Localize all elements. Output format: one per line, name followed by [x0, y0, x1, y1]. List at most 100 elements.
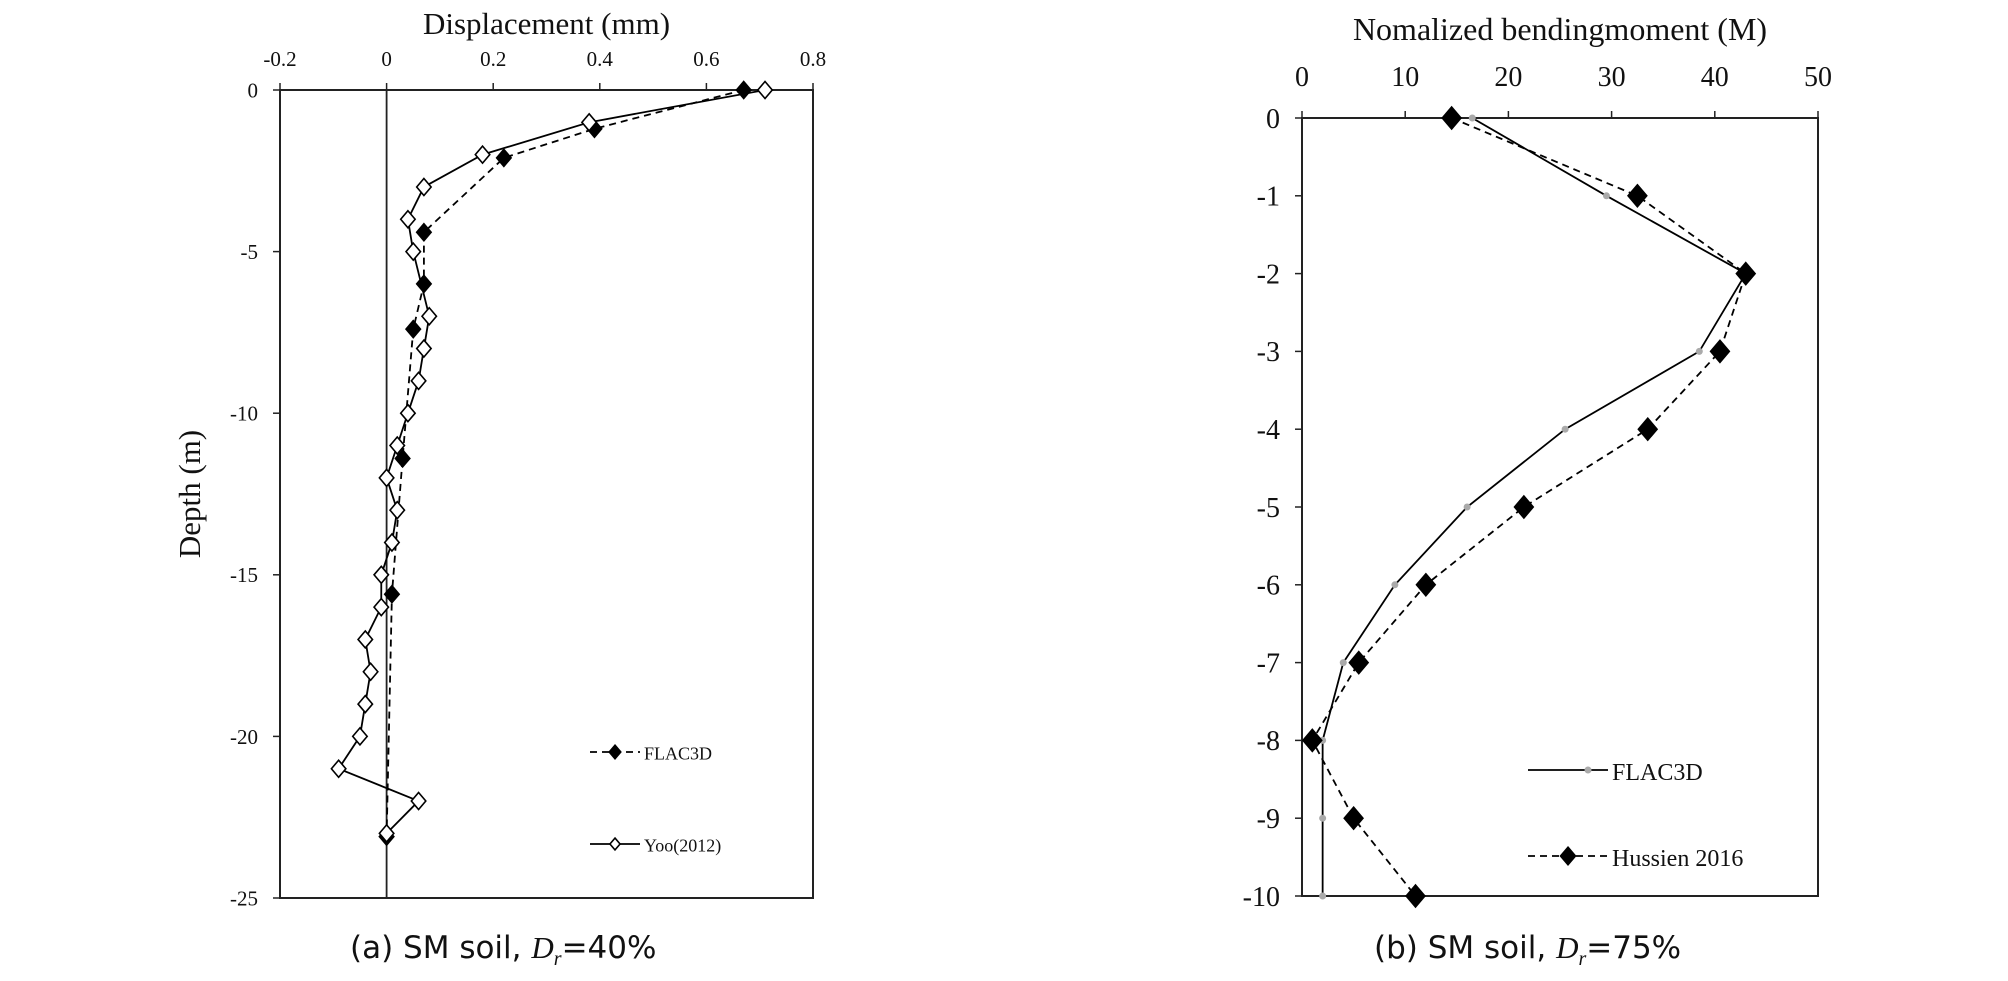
- caption-a-subscript: r: [553, 948, 562, 971]
- legend-label-a-1: Yoo(2012): [644, 835, 721, 856]
- data-point-b-1-0: [1441, 105, 1463, 131]
- data-point-a-1-1: [580, 112, 598, 133]
- caption-b: (b) SM soil, Dr=75%: [1374, 930, 1681, 971]
- y-axis-label-a: Depth (m): [172, 430, 207, 558]
- y-tick-label-b-9: -9: [1257, 804, 1280, 835]
- caption-a-variable: D: [531, 930, 554, 965]
- x-tick-label-b-5: 50: [1804, 62, 1832, 93]
- y-tick-label-b-6: -6: [1257, 571, 1280, 602]
- data-point-b-0-4: [1561, 425, 1569, 433]
- data-point-b-0-1: [1602, 192, 1610, 200]
- x-tick-label-a-5: 0.8: [800, 47, 826, 71]
- x-tick-label-a-2: 0.2: [480, 47, 506, 71]
- caption-b-suffix: =75%: [1586, 930, 1682, 966]
- data-point-b-1-5: [1513, 494, 1535, 520]
- chart-b-bending-moment: 0 10 20 30 40 50 0 -1 -2 -3 -4 -5 -6 -7 -8 -9 -10 Nomaliz…: [1243, 11, 1832, 913]
- y-tick-label-a-2: -10: [230, 402, 258, 426]
- y-tick-label-b-2: -2: [1257, 259, 1280, 290]
- data-point-b-0-0: [1468, 114, 1476, 122]
- x-tick-label-a-3: 0.4: [587, 47, 614, 71]
- y-tick-label-b-0: 0: [1266, 104, 1280, 135]
- data-point-a-1-22: [378, 823, 395, 844]
- legend-label-b-0: FLAC3D: [1612, 760, 1703, 786]
- data-point-a-1-8: [410, 371, 427, 391]
- x-tick-label-b-1: 10: [1391, 62, 1419, 93]
- data-point-a-1-17: [362, 662, 379, 682]
- legend-marker-a-1: [608, 836, 622, 852]
- data-point-b-0-7: [1339, 659, 1347, 667]
- series-line-a-0: [385, 89, 744, 837]
- data-point-a-1-0: [756, 80, 774, 100]
- legend-marker-b-1: [1559, 845, 1577, 867]
- x-tick-label-b-3: 30: [1598, 62, 1626, 93]
- data-point-a-1-10: [388, 435, 406, 456]
- data-point-a-1-14: [372, 565, 390, 585]
- data-point-a-1-3: [415, 177, 433, 197]
- data-point-b-0-10: [1319, 892, 1327, 900]
- data-point-a-1-21: [410, 791, 427, 811]
- data-point-a-0-5: [404, 319, 422, 339]
- data-point-a-1-6: [420, 306, 438, 326]
- legend-marker-b-0: [1584, 766, 1592, 774]
- data-point-a-1-19: [351, 726, 369, 747]
- y-tick-label-b-7: -7: [1257, 648, 1280, 679]
- data-point-b-0-3: [1695, 347, 1703, 355]
- data-point-a-1-16: [357, 629, 374, 650]
- data-point-b-0-6: [1391, 581, 1399, 589]
- data-point-a-0-3: [415, 222, 433, 242]
- data-point-a-1-18: [357, 694, 374, 714]
- x-axis-label-b: Nomalized bendingmoment (M): [1353, 11, 1767, 47]
- data-point-b-1-1: [1627, 183, 1648, 209]
- y-tick-label-b-4: -4: [1257, 415, 1280, 446]
- legend-label-a-0: FLAC3D: [644, 743, 712, 763]
- y-tick-label-b-1: -1: [1257, 182, 1280, 213]
- data-point-b-1-2: [1735, 261, 1757, 286]
- data-point-a-1-12: [388, 500, 406, 520]
- x-tick-label-b-4: 40: [1701, 62, 1729, 93]
- x-tick-label-a-1: 0: [381, 47, 392, 71]
- data-point-a-1-5: [404, 241, 422, 262]
- data-point-b-1-6: [1415, 572, 1437, 598]
- data-point-a-1-20: [330, 758, 347, 779]
- data-point-b-1-3: [1709, 339, 1731, 364]
- legend-marker-a-0: [608, 743, 622, 761]
- plot-frame-a: [279, 89, 814, 899]
- plot-frame-b: [1301, 117, 1819, 897]
- x-tick-label-a-4: 0.6: [693, 47, 719, 71]
- y-tick-label-b-5: -5: [1257, 493, 1280, 524]
- caption-a: (a) SM soil, Dr=40%: [350, 930, 656, 971]
- x-tick-label-b-0: 0: [1295, 62, 1309, 93]
- data-point-b-1-8: [1301, 728, 1323, 753]
- x-tick-label-b-2: 20: [1494, 62, 1522, 93]
- data-point-a-1-13: [383, 532, 401, 553]
- y-tick-label-a-0: 0: [248, 78, 259, 102]
- data-point-b-0-9: [1319, 814, 1327, 822]
- data-point-a-1-15: [372, 597, 390, 617]
- data-point-a-0-0: [735, 80, 752, 100]
- data-point-a-1-4: [399, 209, 417, 230]
- y-tick-label-b-10: -10: [1243, 882, 1280, 913]
- y-tick-label-a-4: -20: [230, 725, 258, 749]
- y-tick-label-b-8: -8: [1257, 726, 1280, 757]
- y-tick-label-b-3: -3: [1257, 337, 1280, 368]
- data-point-b-1-4: [1637, 416, 1659, 442]
- data-point-b-1-7: [1348, 650, 1370, 675]
- x-tick-label-a-0: -0.2: [263, 47, 296, 71]
- caption-b-variable: D: [1556, 930, 1579, 965]
- x-axis-label-a: Displacement (mm): [423, 6, 670, 41]
- data-point-a-1-2: [474, 144, 491, 165]
- data-point-a-0-6: [394, 448, 411, 469]
- data-point-b-1-10: [1405, 883, 1426, 909]
- data-point-a-1-11: [378, 468, 395, 488]
- data-point-a-0-7: [383, 584, 401, 604]
- y-tick-label-a-5: -25: [230, 886, 258, 910]
- chart-a-displacement: -0.2 0 0.2 0.4 0.6 0.80-5-10-15-20-25Displace…: [172, 6, 826, 910]
- data-point-a-1-9: [399, 403, 417, 423]
- caption-b-prefix: (b) SM soil,: [1374, 930, 1557, 966]
- data-point-b-1-9: [1343, 805, 1364, 831]
- legend-label-b-1: Hussien 2016: [1612, 846, 1743, 872]
- caption-a-suffix: =40%: [561, 930, 657, 966]
- data-point-a-1-7: [415, 338, 433, 359]
- series-line-b-1: [1311, 117, 1747, 897]
